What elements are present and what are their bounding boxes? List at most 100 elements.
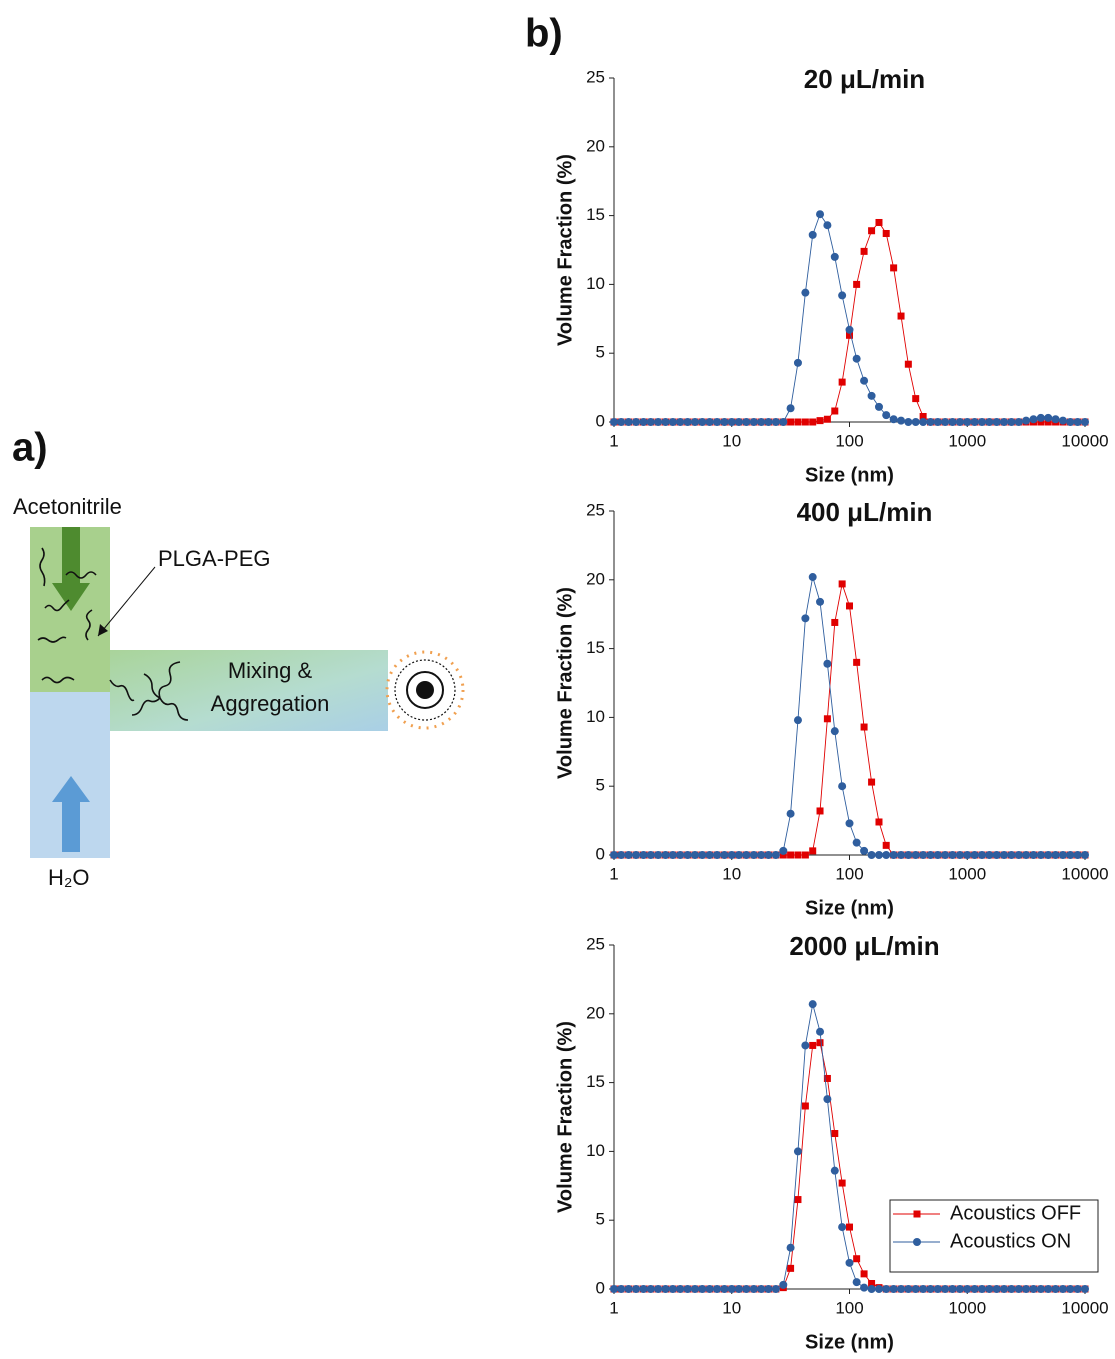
marker (831, 407, 839, 415)
marker (727, 851, 736, 859)
marker (690, 851, 699, 859)
marker (889, 415, 898, 424)
marker (867, 851, 876, 859)
x-tick-label: 10000 (1061, 431, 1108, 450)
mixing-label: Mixing & (228, 658, 313, 683)
marker (1036, 851, 1045, 859)
marker (913, 1210, 921, 1218)
marker (720, 1285, 729, 1293)
y-axis-label: Volume Fraction (%) (554, 1021, 576, 1213)
marker (823, 1074, 831, 1082)
marker (1014, 851, 1023, 859)
y-tick-label: 15 (586, 205, 605, 224)
marker (816, 210, 825, 219)
marker (676, 851, 685, 859)
marker (1000, 1285, 1009, 1293)
marker (823, 659, 832, 668)
marker (853, 658, 861, 666)
marker (868, 1279, 876, 1287)
inlet-label: H₂O (48, 865, 90, 890)
x-tick-label: 10 (722, 1298, 741, 1317)
marker (610, 1285, 618, 1293)
marker (860, 846, 869, 855)
marker (742, 418, 751, 426)
y-tick-label: 15 (586, 638, 605, 657)
marker (838, 782, 847, 791)
marker (683, 418, 692, 426)
marker (1066, 851, 1075, 859)
marker (1044, 418, 1052, 426)
marker (809, 847, 817, 855)
legend-label: Acoustics OFF (950, 1202, 1081, 1224)
marker (624, 418, 633, 426)
marker (955, 418, 964, 426)
marker (757, 851, 766, 859)
marker (933, 851, 942, 859)
panel-label: a) (12, 426, 48, 470)
marker (676, 418, 685, 426)
x-axis-label: Size (nm) (805, 464, 894, 486)
x-tick-label: 100 (835, 864, 863, 883)
marker (860, 723, 868, 731)
marker (794, 851, 802, 859)
marker (624, 851, 633, 859)
legend-box (889, 1199, 1099, 1273)
marker (831, 618, 839, 626)
marker (1044, 1285, 1053, 1293)
marker (890, 264, 898, 272)
marker (793, 716, 802, 725)
marker (1022, 1285, 1031, 1293)
chart-title: 20 μL/min (804, 64, 925, 94)
flow-arrow-down (52, 527, 90, 611)
marker (860, 1270, 868, 1278)
marker (919, 418, 928, 426)
micelle (385, 650, 465, 730)
marker (911, 851, 920, 859)
marker (816, 597, 825, 606)
marker (727, 1285, 736, 1293)
marker (868, 778, 876, 786)
marker (977, 1285, 986, 1293)
marker (646, 1285, 655, 1293)
marker (668, 1285, 677, 1293)
y-tick-label: 10 (586, 1141, 605, 1160)
marker (963, 418, 972, 426)
polymers (37, 547, 189, 721)
marker (941, 851, 950, 859)
marker (1058, 416, 1067, 425)
marker (771, 418, 780, 426)
marker (838, 580, 846, 588)
marker (786, 404, 795, 413)
marker (668, 418, 677, 426)
marker (1073, 1285, 1082, 1293)
marker (654, 418, 663, 426)
marker (1058, 851, 1067, 859)
marker (816, 1039, 824, 1047)
pointer-line (97, 566, 156, 637)
marker (874, 1285, 883, 1293)
marker (1044, 851, 1053, 859)
marker (860, 376, 869, 385)
marker (632, 418, 641, 426)
y-tick-label: 20 (586, 136, 605, 155)
marker (1081, 1285, 1089, 1293)
marker (875, 818, 883, 826)
marker (882, 851, 891, 859)
marker (771, 851, 780, 859)
marker (757, 418, 766, 426)
marker (749, 418, 758, 426)
marker (690, 418, 699, 426)
marker (913, 1238, 921, 1246)
marker (852, 838, 861, 847)
marker (1066, 418, 1075, 426)
marker (698, 418, 707, 426)
polymer-label: PLGA-PEG (158, 546, 270, 571)
marker (801, 418, 809, 426)
marker (632, 1285, 641, 1293)
marker (948, 418, 957, 426)
marker (1058, 1285, 1067, 1293)
x-tick-label: 1000 (948, 1298, 986, 1317)
marker (838, 291, 847, 300)
marker (933, 418, 942, 426)
marker (801, 614, 810, 623)
